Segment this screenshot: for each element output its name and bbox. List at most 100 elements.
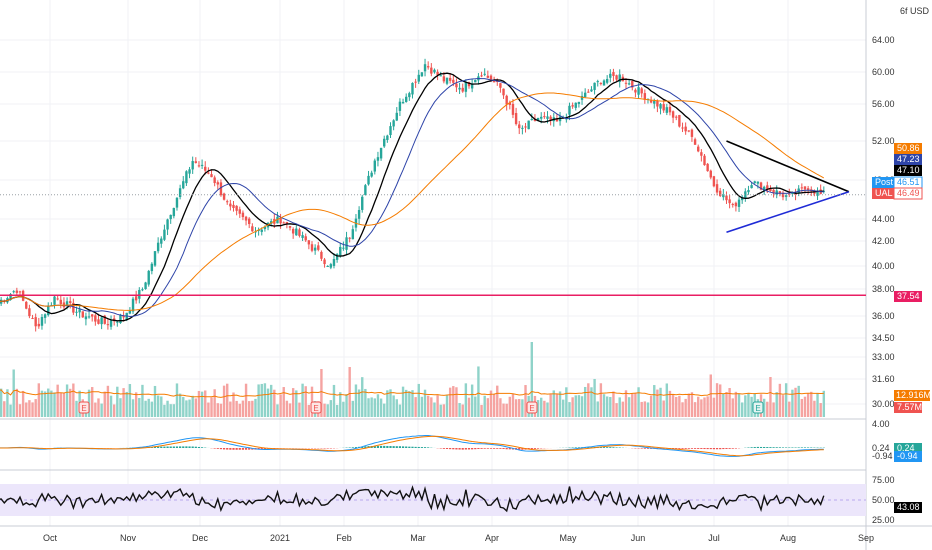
macd-tick-label: 0.24 [872,443,890,453]
volume-bar [75,400,78,417]
volume-bar [524,385,527,417]
candle-body [687,130,690,132]
volume-bar [178,393,182,417]
macd-histogram-bar [248,448,251,450]
candle-body [320,251,323,259]
volume-bar [803,396,807,417]
volume-bar [558,391,562,417]
macd-histogram-bar [797,447,800,448]
time-tick-label: Dec [192,533,209,543]
volume-bar [273,389,276,417]
candle-body [637,87,640,95]
macd-histogram-bar [222,448,226,450]
candle-body [452,79,455,83]
volume-bar [464,383,468,417]
volume-bar [681,402,684,417]
macd-histogram-bar [731,448,734,449]
tag-value-box [894,291,922,302]
macd-histogram-bar [574,447,577,448]
candle-body [722,194,725,198]
candle-body [508,102,512,105]
candle-body [489,75,493,82]
macd-histogram-bar [728,448,731,449]
time-tick-label: Apr [485,533,499,543]
candle-body [119,314,122,324]
volume-bar [540,397,543,417]
candle-body [238,209,241,214]
candle-body [458,87,461,90]
candle-body [392,120,395,127]
candle-body [725,195,728,201]
macd-histogram-bar [153,446,157,448]
candle-body [97,319,100,324]
candle-body [383,138,386,147]
candle-body [106,324,110,326]
candle-body [574,102,577,108]
candle-body [784,195,788,197]
currency-label: 6f USD [900,6,930,16]
macd-histogram-bar [414,446,417,448]
macd-histogram-bar [763,446,766,448]
volume-bar [383,403,386,417]
candle-body [599,83,603,85]
price-tick-label: 38.00 [872,284,895,294]
volume-bar [56,384,59,417]
macd-histogram-bar [609,447,612,448]
triangle-lower-trendline [726,190,850,233]
volume-bar [53,392,56,417]
volume-bar [100,403,103,417]
macd-histogram-bar [160,446,163,448]
volume-bar [593,378,596,417]
candle-body [282,222,285,224]
macd-histogram-bar [185,446,188,448]
macd-histogram-bar [508,448,511,450]
volume-bar [69,388,72,417]
macd-histogram-bar [678,448,681,449]
candle-body [122,315,125,318]
candle-body [207,172,210,174]
volume-bar [276,404,279,417]
candle-body [182,181,185,189]
candle-body [408,93,411,98]
volume-bar [279,394,282,417]
macd-histogram-bar [719,448,722,450]
candle-body [775,190,778,195]
candle-body [219,182,223,196]
candle-body [750,185,753,189]
macd-histogram-bar [232,448,235,450]
candle-body [521,127,524,129]
candle-body [659,104,662,109]
volume-bar [401,386,405,417]
volume-bar [740,402,744,417]
rsi-tick-label: 25.00 [872,515,895,525]
volume-bar [530,342,533,417]
volume-bar [34,399,37,417]
volume-bar [194,398,198,417]
volume-bar [737,394,741,417]
macd-histogram-bar [383,445,386,448]
volume-bar [373,398,376,417]
candle-body [342,247,345,249]
candle-body [715,184,719,193]
volume-bar [204,390,207,417]
candle-body [244,216,248,221]
volume-bar [653,385,656,417]
candle-body [131,298,135,312]
macd-histogram-bar [389,446,392,448]
macd-histogram-bar [536,448,540,449]
candle-body [263,226,267,230]
candle-body [260,229,263,232]
macd-histogram-bar [747,447,750,448]
candle-body [72,302,75,313]
volume-bar [339,392,342,417]
volume-bar [144,400,147,417]
macd-histogram-bar [706,448,709,450]
volume-bar [47,388,50,417]
volume-bar [106,385,110,417]
time-tick-label: Sep [858,533,874,543]
candle-body [232,204,235,209]
volume-bar [216,403,219,417]
volume-bar [813,400,816,417]
volume-bar [109,395,113,417]
